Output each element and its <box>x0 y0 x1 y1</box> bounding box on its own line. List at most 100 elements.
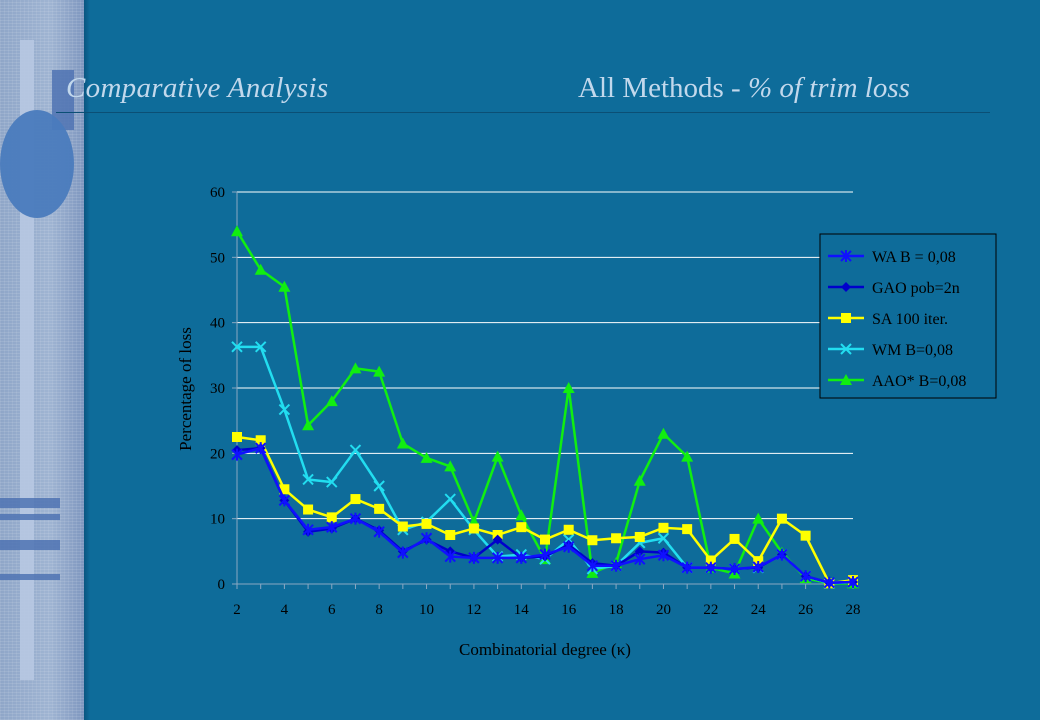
series-2-point-3 <box>255 435 266 446</box>
series-2-point-16 <box>563 524 574 535</box>
series-0-point-21 <box>681 561 693 574</box>
series-0-point-3 <box>254 442 267 455</box>
series-2-point-6 <box>326 512 337 523</box>
series-0-point-8 <box>373 525 385 538</box>
series-4-point-24 <box>752 512 765 524</box>
x-tick-label-10: 10 <box>419 602 434 618</box>
legend-label-4: AAO* B=0,08 <box>872 373 966 390</box>
legend-label-1: GAO pob=2n <box>872 280 960 297</box>
series-0-point-10 <box>420 532 433 545</box>
series-2-point-21 <box>682 524 693 535</box>
series-4-point-2 <box>231 225 243 237</box>
series-2-point-26 <box>800 530 811 541</box>
series-2-point-12 <box>468 523 479 534</box>
series-4-point-8 <box>373 365 386 377</box>
legend-item-2: SA 100 iter. <box>828 311 948 328</box>
y-tick-labels: 0 10 20 30 40 50 60 <box>210 185 225 593</box>
series-4 <box>231 225 859 589</box>
series-4-point-7 <box>349 362 362 374</box>
x-tick-label-4: 4 <box>281 602 289 618</box>
series-0-point-24 <box>752 561 764 574</box>
x-tick-label-20: 20 <box>656 602 671 618</box>
series-2-point-17 <box>587 535 598 546</box>
series-2-point-23 <box>729 533 740 544</box>
series-0-point-27 <box>823 576 836 589</box>
legend-label-0: WA B = 0,08 <box>872 249 956 266</box>
series-3-point-8 <box>373 480 385 492</box>
chart-legend: WA B = 0,08 GAO pob=2n SA 100 iter. WM B=0,… <box>819 233 997 399</box>
series-3-point-6 <box>326 476 338 488</box>
series-0-point-2 <box>231 448 243 461</box>
series-0-point-4 <box>278 494 291 507</box>
series-0-point-26 <box>799 570 812 583</box>
decorative-band-edge <box>84 0 90 720</box>
series-0-point-25 <box>776 548 788 561</box>
series-2-point-20 <box>658 522 669 533</box>
series-3-point-11 <box>444 493 456 505</box>
series-2-point-15 <box>540 534 550 545</box>
legend-item-0: WA B = 0,08 <box>828 249 956 266</box>
series-4-point-9 <box>396 437 409 449</box>
x-tick-label-14: 14 <box>514 602 530 618</box>
chart-axes <box>232 191 854 589</box>
series-4-point-21 <box>681 450 694 462</box>
series-2-point-11 <box>445 530 456 540</box>
series-3-point-20 <box>657 532 670 544</box>
series-4-point-14 <box>515 509 528 521</box>
y-tick-label-60: 60 <box>210 185 225 201</box>
legend-label-3: WM B=0,08 <box>872 342 953 359</box>
x-tick-label-26: 26 <box>798 602 814 618</box>
series-2-point-8 <box>374 503 385 514</box>
series-4-point-3 <box>254 263 267 275</box>
series-4-point-6 <box>325 395 338 407</box>
series-0-point-5 <box>302 523 314 536</box>
series-0-point-12 <box>468 551 480 564</box>
x-tick-label-8: 8 <box>375 602 383 618</box>
chart-gridlines <box>237 191 853 520</box>
slide-title-right: All Methods - % of trim loss <box>578 72 910 105</box>
x-tick-label-22: 22 <box>703 602 718 618</box>
y-axis-title: Percentage of loss <box>176 327 195 451</box>
y-tick-label-30: 30 <box>210 381 225 397</box>
y-tick-label-10: 10 <box>210 512 225 528</box>
series-4-point-10 <box>420 451 433 463</box>
series-2-point-9 <box>397 521 408 532</box>
series-2-point-18 <box>611 533 622 544</box>
series-3-point-7 <box>349 444 362 456</box>
y-tick-label-0: 0 <box>218 577 226 593</box>
x-tick-label-24: 24 <box>751 602 767 618</box>
series-3-point-4 <box>278 403 291 416</box>
x-axis-title: Combinatorial degree (κ) <box>459 640 631 659</box>
legend-swatch-marker-1 <box>841 282 851 292</box>
chart-series <box>231 225 859 590</box>
series-3-point-2 <box>231 341 243 353</box>
series-4-point-13 <box>491 450 504 462</box>
y-tick-label-20: 20 <box>210 446 225 462</box>
legend-swatch-marker-0 <box>840 250 852 262</box>
x-tick-label-28: 28 <box>846 602 861 618</box>
legend-swatch-marker-3 <box>840 343 852 355</box>
series-1-point-19 <box>634 546 645 557</box>
series-2-point-4 <box>279 484 290 495</box>
series-0-point-14 <box>515 551 528 564</box>
y-tick-label-50: 50 <box>210 250 225 266</box>
slide-title-right-plain: All Methods - <box>578 72 748 104</box>
series-0-point-16 <box>562 540 575 553</box>
series-0-point-22 <box>705 561 717 574</box>
series-3-point-3 <box>254 341 267 353</box>
series-0-point-7 <box>349 512 362 525</box>
series-0-point-19 <box>634 553 646 566</box>
series-0-point-11 <box>444 550 456 563</box>
x-tick-label-2: 2 <box>233 602 241 618</box>
slide-title-left: Comparative Analysis <box>66 72 329 104</box>
series-4-point-19 <box>633 474 646 486</box>
series-0-point-15 <box>539 548 551 561</box>
series-2-point-25 <box>776 513 787 524</box>
series-0-point-9 <box>397 546 409 559</box>
series-2-point-2 <box>232 432 242 442</box>
series-3-point-5 <box>302 473 314 486</box>
x-tick-label-18: 18 <box>609 602 624 618</box>
x-tick-label-16: 16 <box>561 602 577 618</box>
series-4-point-17 <box>586 566 599 578</box>
